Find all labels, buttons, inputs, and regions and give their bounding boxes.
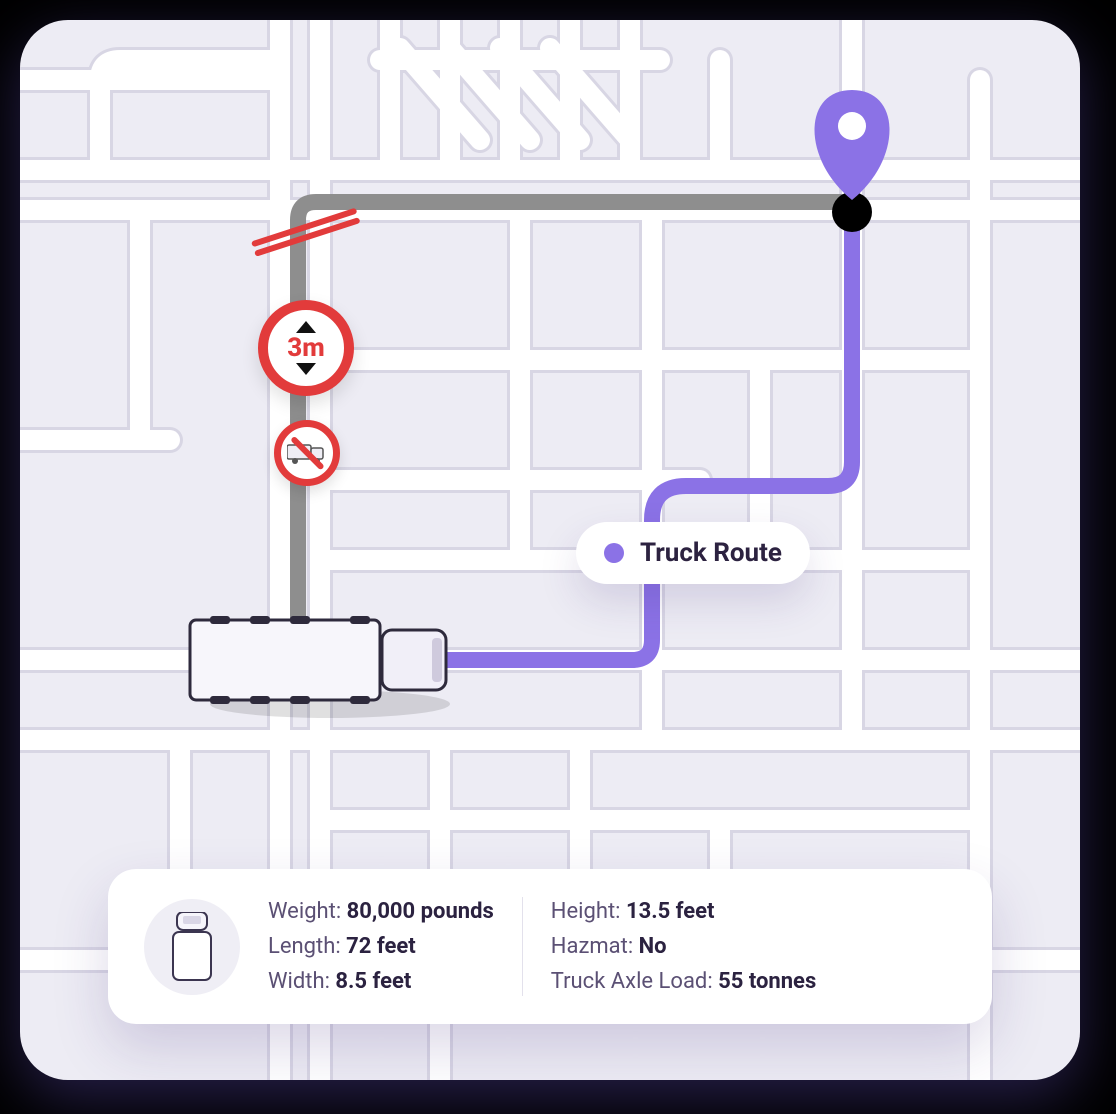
spec-value: No xyxy=(639,934,667,959)
route-legend-dot-icon xyxy=(604,543,624,563)
spec-label: Length: xyxy=(268,934,346,959)
map-card: 3m Truck Route Weight: 80,000 poundsLeng… xyxy=(20,20,1080,1080)
spec-label: Width: xyxy=(268,969,335,994)
truck-icon xyxy=(190,616,450,718)
spec-label: Hazmat: xyxy=(551,934,639,959)
destination-pin-icon xyxy=(815,90,890,200)
height-limit-value: 3m xyxy=(287,335,324,361)
no-truck-sign-icon xyxy=(274,420,340,486)
truck-avatar-icon xyxy=(144,899,240,995)
spec-value: 55 tonnes xyxy=(718,969,816,994)
spec-label: Height: xyxy=(551,899,626,924)
spec-value: 72 feet xyxy=(346,934,416,959)
spec-label: Truck Axle Load: xyxy=(551,969,718,994)
truck-route xyxy=(420,214,852,660)
spec-row: Width: 8.5 feet xyxy=(268,969,494,994)
spec-row: Height: 13.5 feet xyxy=(551,899,816,924)
info-divider xyxy=(522,897,523,996)
spec-row: Truck Axle Load: 55 tonnes xyxy=(551,969,816,994)
route-legend: Truck Route xyxy=(576,522,810,584)
spec-value: 80,000 pounds xyxy=(347,899,494,924)
spec-label: Weight: xyxy=(268,899,347,924)
height-limit-sign-icon: 3m xyxy=(258,300,354,396)
spec-row: Hazmat: No xyxy=(551,934,816,959)
truck-info-panel: Weight: 80,000 poundsLength: 72 feetWidt… xyxy=(108,869,992,1024)
route-legend-label: Truck Route xyxy=(640,538,782,568)
spec-row: Weight: 80,000 pounds xyxy=(268,899,494,924)
spec-value: 13.5 feet xyxy=(626,899,715,924)
spec-row: Length: 72 feet xyxy=(268,934,494,959)
spec-value: 8.5 feet xyxy=(335,969,411,994)
